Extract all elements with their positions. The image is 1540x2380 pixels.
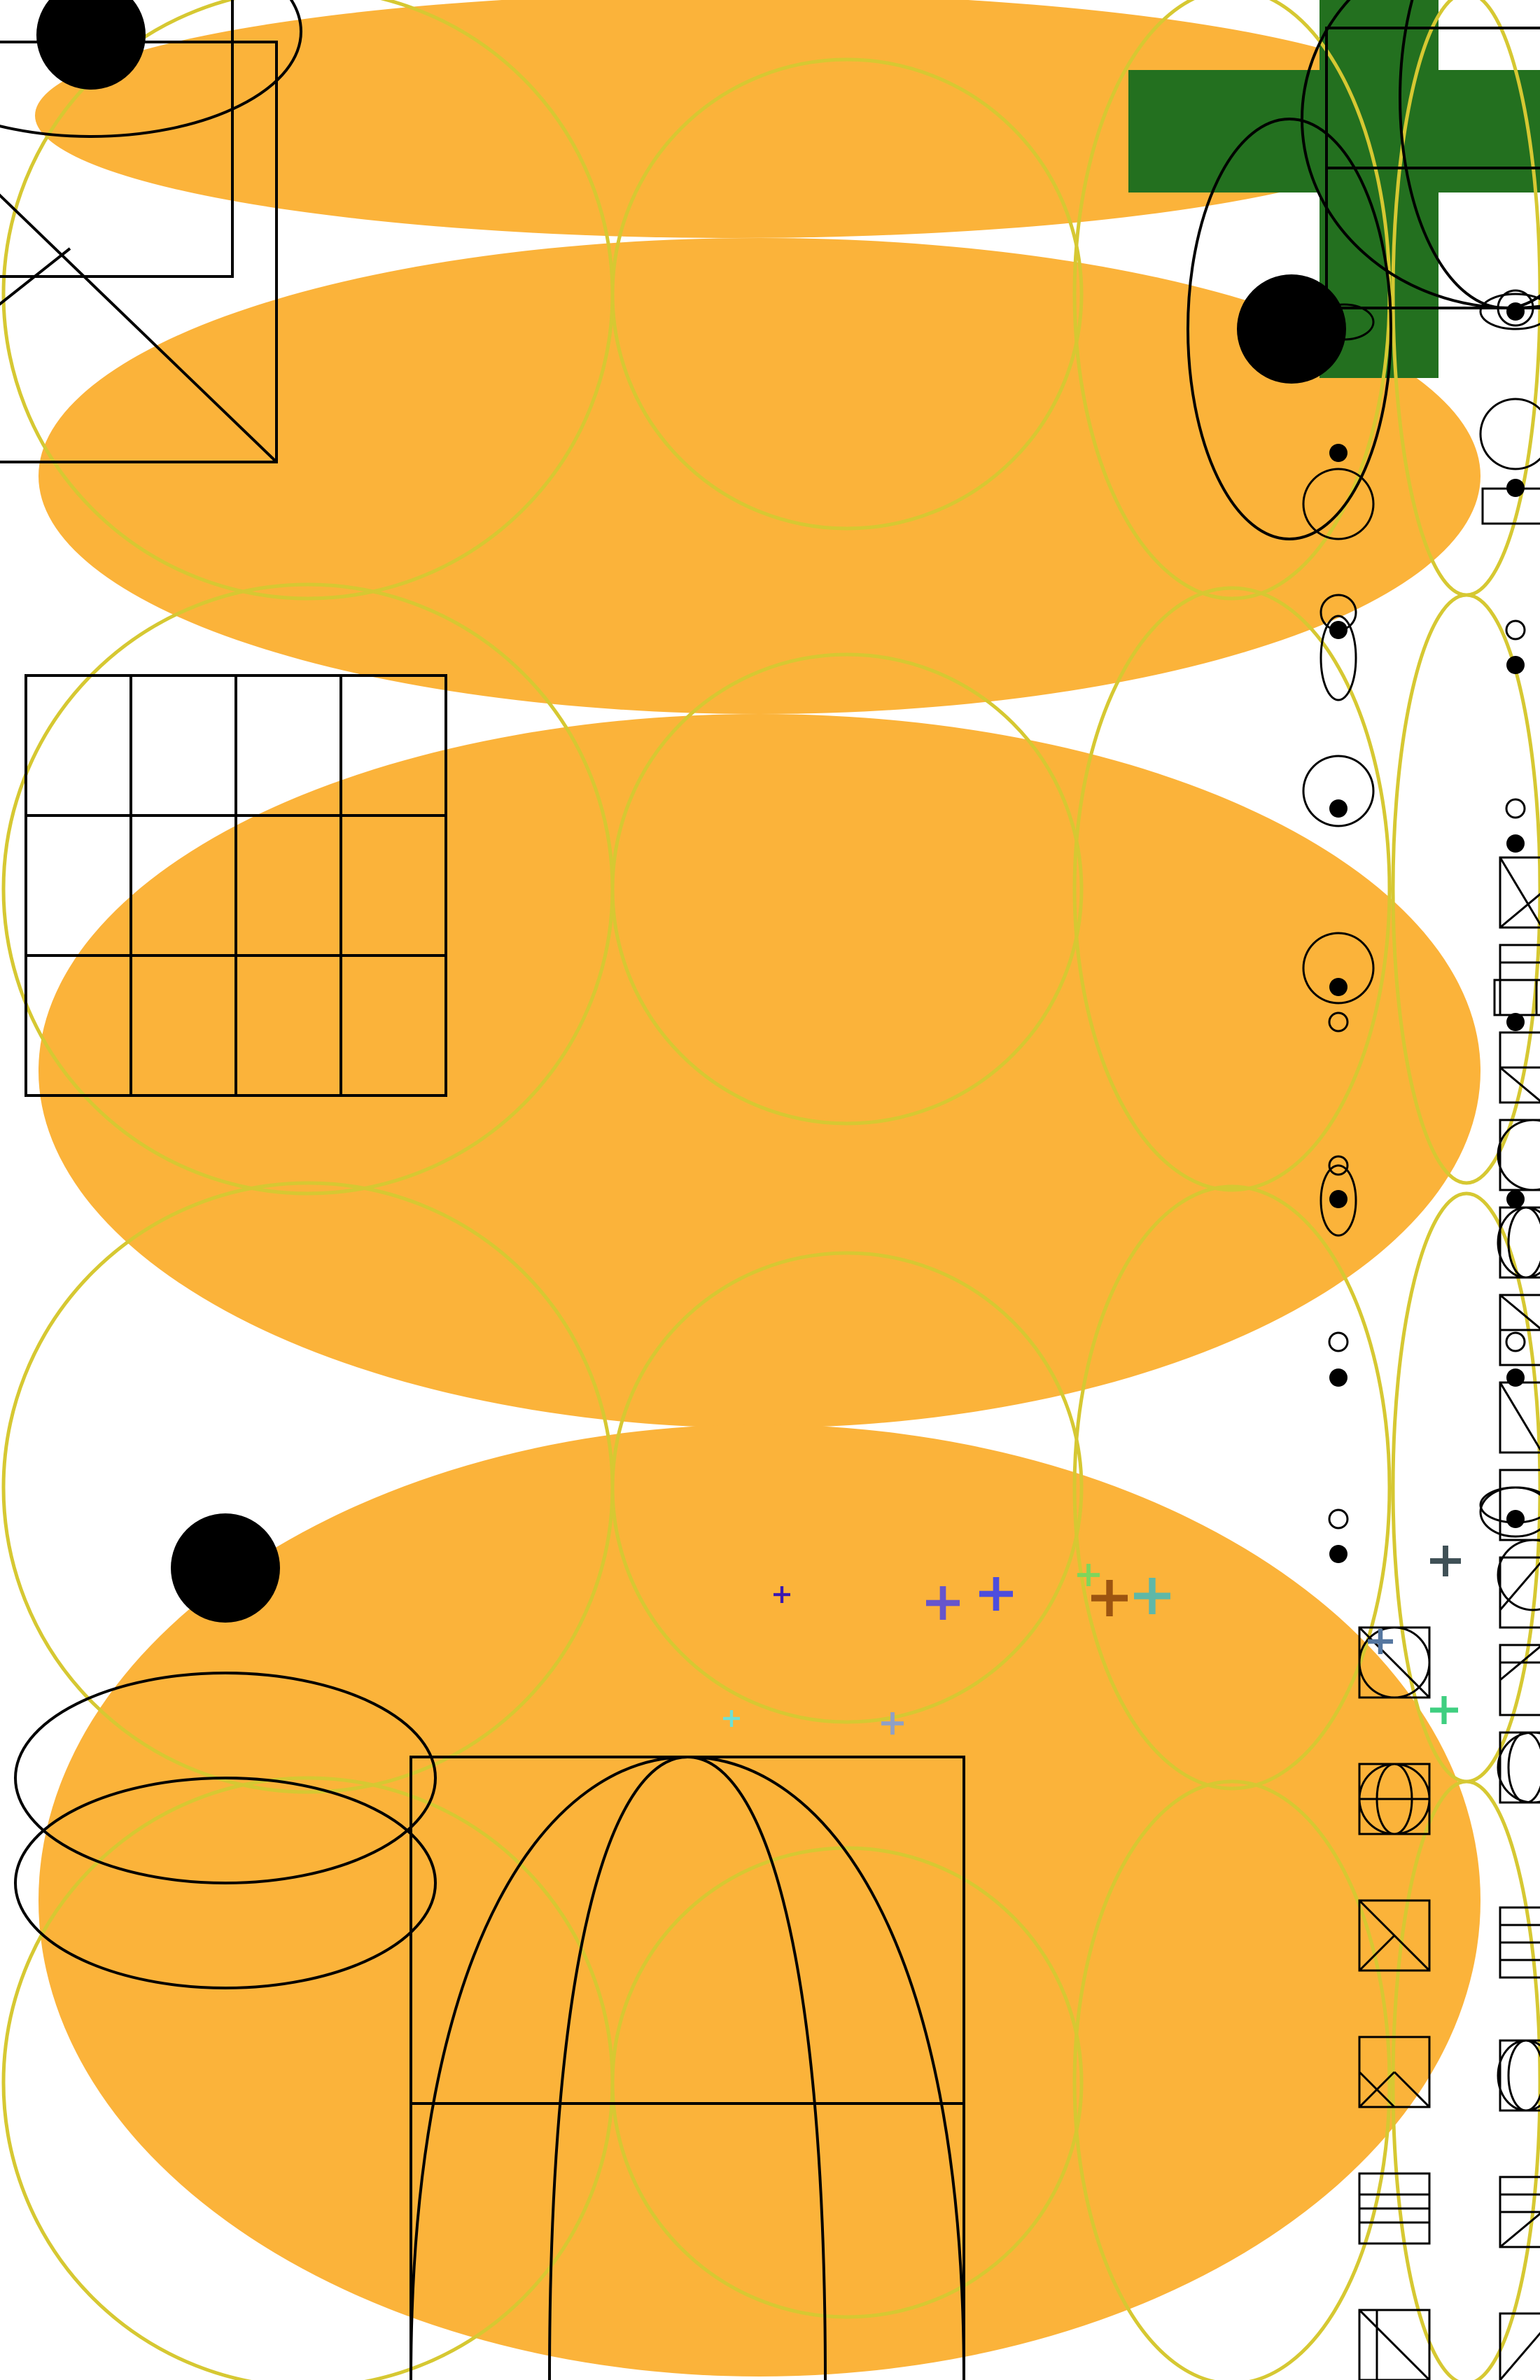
cross-grey-blue-mark xyxy=(881,1712,904,1735)
yellow-ring xyxy=(610,1251,1084,1724)
outline-ellipse xyxy=(14,1777,437,1989)
cross-steel-mark xyxy=(1368,1629,1393,1654)
diagonal-line xyxy=(0,247,71,306)
yellow-ring xyxy=(610,652,1084,1126)
yellow-ring xyxy=(610,1846,1084,2319)
cross-lime-mark xyxy=(1077,1564,1100,1586)
outline-rect xyxy=(0,0,234,278)
yellow-ring xyxy=(1391,1779,1540,2380)
yellow-ring xyxy=(1072,1184,1392,1791)
right-column-glyphs xyxy=(1302,289,1540,2380)
cross-blue-mark xyxy=(979,1577,1013,1611)
orange-blobs xyxy=(35,0,1480,2376)
orange-blob-2 xyxy=(38,238,1480,714)
yellow-ring xyxy=(1072,586,1392,1192)
cross-slate-mark xyxy=(1430,1546,1461,1576)
outline-ellipse xyxy=(14,1672,437,1884)
black-dot-large xyxy=(1237,274,1346,384)
cross-teal-mark xyxy=(1134,1578,1170,1614)
cross-brown-mark xyxy=(1091,1580,1128,1616)
outline-ellipse xyxy=(1186,118,1392,540)
cross-green-mark xyxy=(1430,1696,1458,1724)
plus-marks xyxy=(723,1546,1461,1735)
yellow-ring xyxy=(1072,1779,1392,2380)
cross-purple-small-mark xyxy=(774,1586,790,1603)
diagonal-line xyxy=(0,193,278,463)
cross-indigo-a-mark xyxy=(926,1586,960,1620)
yellow-ring xyxy=(1391,593,1540,1185)
orange-blob-3 xyxy=(38,714,1480,1428)
black-dots xyxy=(36,0,1525,1623)
yellow-ring xyxy=(610,57,1084,531)
black-dot-large xyxy=(171,1513,280,1623)
black-dot-large xyxy=(36,0,146,90)
arch-frame xyxy=(410,1755,965,2380)
grid-table xyxy=(24,674,447,1097)
cross-aqua-mark xyxy=(723,1710,740,1727)
orange-blob-4 xyxy=(38,1424,1480,2376)
outline-ellipse xyxy=(0,0,302,138)
